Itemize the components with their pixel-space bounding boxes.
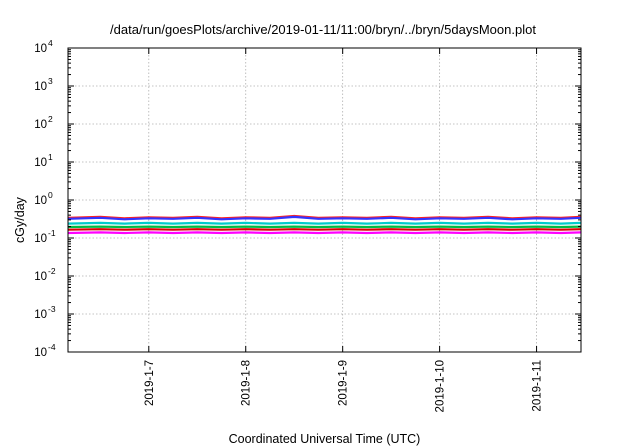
series-line-4 bbox=[67, 221, 582, 225]
y-tick-exponent: 1 bbox=[48, 152, 53, 162]
y-tick-label: 10 bbox=[34, 81, 47, 93]
y-tick-exponent: 4 bbox=[48, 38, 53, 48]
series-line-2 bbox=[67, 228, 582, 231]
x-tick-label: 2019-1-8 bbox=[241, 360, 253, 406]
y-tick-label: 10 bbox=[34, 347, 47, 359]
y-tick-label: 10 bbox=[34, 309, 47, 321]
series-line-1 bbox=[67, 231, 582, 235]
y-tick-label: 10 bbox=[34, 157, 47, 169]
y-tick-label: 10 bbox=[34, 195, 47, 207]
series-lines bbox=[67, 214, 582, 235]
grid bbox=[68, 48, 581, 352]
y-axis-label: cGy/day bbox=[13, 196, 27, 243]
x-tick-label: 2019-1-11 bbox=[532, 360, 544, 412]
x-tick-label: 2019-1-7 bbox=[144, 360, 156, 406]
x-axis: 2019-1-7 2019-1-8 2019-1-9 2019-1-10 2019-1-… bbox=[144, 48, 544, 412]
y-tick-label: 10 bbox=[34, 233, 47, 245]
y-tick-exponent: -4 bbox=[48, 342, 56, 352]
x-axis-label: Coordinated Universal Time (UTC) bbox=[229, 432, 421, 446]
y-tick-label: 10 bbox=[34, 119, 47, 131]
series-line-6 bbox=[67, 215, 582, 221]
y-tick-exponent: -1 bbox=[48, 228, 56, 238]
y-tick-exponent: -3 bbox=[48, 304, 56, 314]
x-tick-label: 2019-1-9 bbox=[338, 360, 350, 406]
y-tick-exponent: 0 bbox=[48, 190, 53, 200]
chart-title: /data/run/goesPlots/archive/2019-01-11/1… bbox=[110, 22, 536, 37]
y-tick-label: 10 bbox=[34, 43, 47, 55]
y-tick-exponent: -2 bbox=[48, 266, 56, 276]
y-tick-exponent: 2 bbox=[48, 114, 53, 124]
x-tick-label: 2019-1-10 bbox=[435, 360, 447, 412]
y-tick-exponent: 3 bbox=[48, 76, 53, 86]
y-tick-label: 10 bbox=[34, 271, 47, 283]
